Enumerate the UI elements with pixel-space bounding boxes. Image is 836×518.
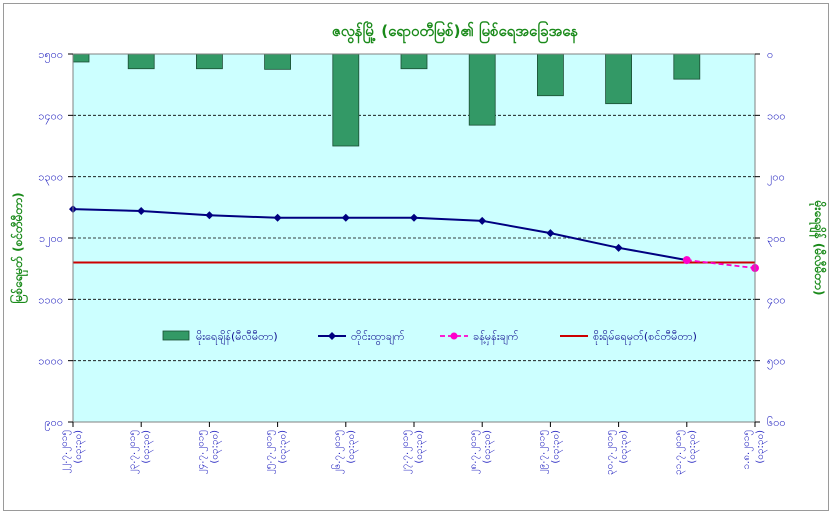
- y-right-tick-label: ၁၀၀: [767, 109, 786, 122]
- legend-label: မိုးရေချိန်(မီလီမီတာ): [196, 330, 278, 345]
- y-right-tick-label: ၆၀၀: [767, 416, 786, 429]
- y-right-tick-label: ၂၀၀: [767, 171, 785, 186]
- x-tick-label: ၂၃.၇.၂၀၁၅: [127, 430, 140, 474]
- y-axis-left-title: မြစ်ရေမှတ် (စင်တီမီတာ): [8, 192, 29, 303]
- x-tick-label-group: ၂၂.၇.၂၀၁၅ (၀၃:၃၀): [59, 430, 86, 474]
- y-axis-right-title: မိုးရေချိန် (မီလီမီတာ): [808, 200, 828, 296]
- x-tick-label: ၃၀.၇.၂၀၁၅: [605, 430, 618, 475]
- legend: မိုးရေချိန်(မီလီမီတာ) တိုင်းထွာချက် ခန့်မှ…: [162, 330, 697, 345]
- x-tick-label-group: ၂၄.၇.၂၀၁၅ (၀၃:၃၀): [195, 430, 222, 474]
- rainfall-bar: [468, 53, 496, 126]
- x-tick-label-group: ၂၈.၇.၂၀၁၅ (၀၃:၃၀): [468, 430, 495, 475]
- y-left-tick-label: ၁၅၀၀: [38, 48, 63, 63]
- y-left-tick-label: ၁၃၀၀: [38, 171, 63, 186]
- gridlines: [73, 114, 755, 362]
- x-tick-label-group: ၂၉.၇.၂၀၁၅ (၀၃:၃၀): [536, 430, 563, 474]
- x-tick-label-group: ၂၆.၇.၂၀၁၅ (၀၃:၃၀): [330, 430, 359, 474]
- x-tick-label: ၃၁.၇.၂၀၁၅: [673, 430, 686, 475]
- rainfall-bar: [537, 53, 564, 97]
- x-tick-label-group: ၁.၈.၂၀၁၅ (၀၃:၃၀): [741, 430, 768, 470]
- x-tick-time: (၀၃:၃၀): [73, 430, 86, 464]
- rainfall-bar: [605, 53, 632, 105]
- water-level-lines: [69, 205, 759, 273]
- x-tick-time: (၀၃:၃၀): [414, 430, 427, 464]
- x-tick-label: ၂၄.၇.၂၀၁၅: [195, 430, 208, 474]
- rainfall-bar: [332, 53, 360, 147]
- x-tick-label: ၂၅.၇.၂၀၁၅: [264, 430, 277, 474]
- x-tick-label: ၂၉.၇.၂၀၁၅: [536, 430, 549, 474]
- x-tick-time: (၀၃:၃၀): [346, 430, 359, 464]
- rainfall-bar: [673, 53, 701, 80]
- x-tick-label: ၂၈.၇.၂၀၁၅: [468, 430, 481, 474]
- chart-title: ဇလွန်မြို့ (ရောဝတီမြစ်)၏ မြစ်ရေအခြေအနေ: [332, 20, 579, 44]
- forecast-point: [682, 256, 691, 265]
- measured-point: [478, 216, 487, 225]
- rainfall-bar: [264, 53, 292, 70]
- x-tick-time: (၀၃:၃၀): [550, 430, 563, 464]
- measured-point: [341, 213, 350, 222]
- y-left-tick-label: ၁၁၀၀: [38, 293, 63, 306]
- y-right-tick-label: ၄၀၀: [767, 293, 786, 308]
- rainfall-bars: [72, 53, 701, 147]
- legend-label: တိုင်းထွာချက်: [351, 330, 405, 345]
- x-tick-label-group: ၃၀.၇.၂၀၁၅ (၀၃:၃၀): [605, 430, 632, 475]
- x-tick-time: (၀၃:၃၀): [278, 430, 291, 464]
- x-tick-label-group: ၂၇.၇.၂၀၁၅ (၀၃:၃၀): [400, 430, 427, 474]
- y-left-tick-label: ၁၂၀၀: [39, 232, 63, 247]
- y-right-tick-label: ၅၀၀: [767, 355, 786, 370]
- x-tick-time: (၀၃:၃၀): [141, 430, 154, 464]
- measured-point: [546, 229, 555, 238]
- x-tick-time: (၀၃:၃၀): [687, 430, 700, 464]
- y-right-tick-label: ၀: [767, 48, 773, 61]
- measured-point: [614, 243, 623, 252]
- legend-marker: [328, 332, 336, 340]
- y-left-tick-label: ၉၀၀: [44, 416, 63, 431]
- x-tick-time: (၀၃:၃၀): [209, 430, 222, 464]
- x-tick-label: ၁.၈.၂၀၁၅: [741, 430, 754, 469]
- x-tick-label: ၂၂.၇.၂၀၁၅: [59, 430, 72, 474]
- legend-swatch: [162, 330, 190, 341]
- x-tick-time: (၀၃:၃၀): [482, 430, 495, 464]
- x-tick-label: ၂၆.၇.၂၀၁၅: [330, 430, 345, 474]
- measured-point: [205, 211, 214, 220]
- axes: ၉၀၀ ၁၀၀၀ ၁၁၀၀ ၁၂၀၀ ၁၃၀၀ ၁၄၀၀ ၁၅၀၀ ၀၁၀၀၂၀၀၃၀၀၄၀၀…: [38, 48, 785, 475]
- legend-marker: [450, 332, 458, 340]
- x-tick-label: ၂၇.၇.၂၀၁၅: [400, 430, 413, 474]
- measured-point: [410, 213, 418, 222]
- measured-point: [273, 213, 282, 222]
- rainfall-bar: [195, 53, 223, 70]
- y-left-tick-label: ၁၄၀၀: [38, 109, 63, 124]
- measured-point: [137, 207, 146, 216]
- x-tick-time: (၀၃:၃၀): [619, 430, 632, 464]
- x-tick-label-group: ၂၅.၇.၂၀၁၅ (၀၃:၃၀): [264, 430, 291, 474]
- x-tick-time: (၀၃:၃၀): [755, 430, 768, 464]
- forecast-line: [686, 259, 756, 269]
- measured-line: [72, 208, 687, 262]
- rainfall-bar: [400, 53, 428, 70]
- legend-label: ခန့်မှန်းချက်: [473, 330, 519, 345]
- rainfall-bar: [127, 53, 155, 70]
- legend-label: စိုးရိမ်ရေမှတ်(စင်တီမီတာ): [593, 330, 697, 345]
- x-tick-label-group: ၃၁.၇.၂၀၁၅ (၀၃:၃၀): [673, 430, 700, 475]
- rainfall-bar: [72, 53, 90, 63]
- y-right-tick-label: ၃၀၀: [767, 232, 786, 247]
- y-left-tick-label: ၁၀၀၀: [38, 355, 63, 368]
- x-tick-label-group: ၂၃.၇.၂၀၁၅ (၀၃:၃၀): [127, 430, 154, 474]
